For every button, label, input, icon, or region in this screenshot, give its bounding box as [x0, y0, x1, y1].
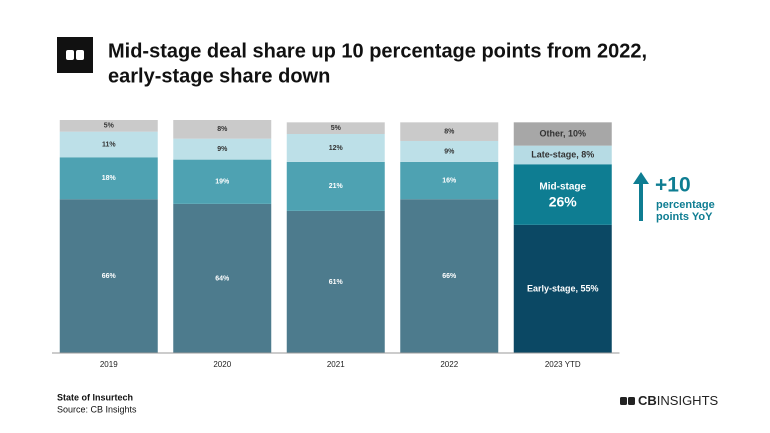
bar-segment — [173, 138, 272, 160]
bar-segment — [400, 140, 499, 162]
bar-segment — [400, 122, 499, 141]
value-label: 16% — [442, 177, 457, 184]
value-label: 64% — [215, 275, 230, 282]
value-label: Late-stage, 8% — [531, 149, 594, 159]
value-label: 5% — [104, 123, 115, 130]
bar-segment — [513, 164, 612, 225]
x-tick-label: 2022 — [440, 360, 458, 369]
chart-title: Mid-stage deal share up 10 percentage po… — [108, 40, 647, 62]
value-label: 9% — [217, 146, 228, 153]
x-tick-label: 2023 YTD — [545, 360, 581, 369]
bar-segment — [286, 210, 385, 353]
arrow-head — [633, 172, 649, 184]
x-tick-label: 2020 — [213, 360, 231, 369]
brand-rest: INSIGHTS — [657, 393, 719, 408]
bar-segment — [513, 122, 612, 146]
bar-segment — [59, 131, 158, 158]
logo-icon — [76, 50, 84, 60]
annotation-big: +10 — [655, 174, 691, 197]
bar-segment — [513, 145, 612, 165]
value-label: 9% — [444, 148, 455, 155]
value-label: 11% — [102, 141, 116, 148]
value-label-line: Mid-stage — [539, 181, 586, 192]
bar-segment — [286, 133, 385, 162]
bar-segment — [59, 199, 158, 353]
logo-icon — [66, 50, 74, 60]
bar-segment — [400, 161, 499, 200]
value-label: Mid-stage 26% — [539, 181, 586, 209]
value-label: 8% — [217, 126, 228, 133]
value-label: 66% — [102, 273, 117, 280]
value-label: Other, 10% — [539, 128, 586, 138]
bar-segment — [286, 161, 385, 211]
bar-segment — [286, 122, 385, 134]
brand-bold: CB — [638, 393, 657, 408]
bar-segment — [59, 157, 158, 200]
annotation-text: percentage — [656, 199, 715, 211]
value-label: 5% — [331, 125, 342, 132]
logo-icon — [628, 397, 635, 405]
brand-logo: CBINSIGHTS — [638, 393, 719, 408]
bar-segment — [400, 199, 499, 353]
bar-segment — [173, 120, 272, 139]
value-label: 18% — [102, 175, 117, 182]
value-label: 66% — [442, 273, 457, 280]
annotation-text: points YoY — [656, 211, 713, 223]
chart-title: early-stage share down — [108, 65, 330, 87]
logo-square — [57, 37, 93, 73]
value-label-line: 26% — [549, 193, 578, 209]
bar-segment — [59, 120, 158, 132]
value-label: 19% — [215, 179, 230, 186]
x-tick-label: 2019 — [100, 360, 118, 369]
value-label: 61% — [329, 279, 344, 286]
value-label: 12% — [329, 145, 344, 152]
bar-segment — [513, 224, 612, 353]
bar-segment — [173, 159, 272, 204]
value-label: Early-stage, 55% — [527, 283, 599, 293]
value-label: 8% — [444, 128, 455, 135]
bar-segment — [173, 203, 272, 353]
footer-source: Source: CB Insights — [57, 404, 137, 414]
x-tick-label: 2021 — [327, 360, 345, 369]
value-label: 21% — [329, 183, 344, 190]
logo-icon — [620, 397, 627, 405]
footer-report: State of Insurtech — [57, 392, 133, 402]
